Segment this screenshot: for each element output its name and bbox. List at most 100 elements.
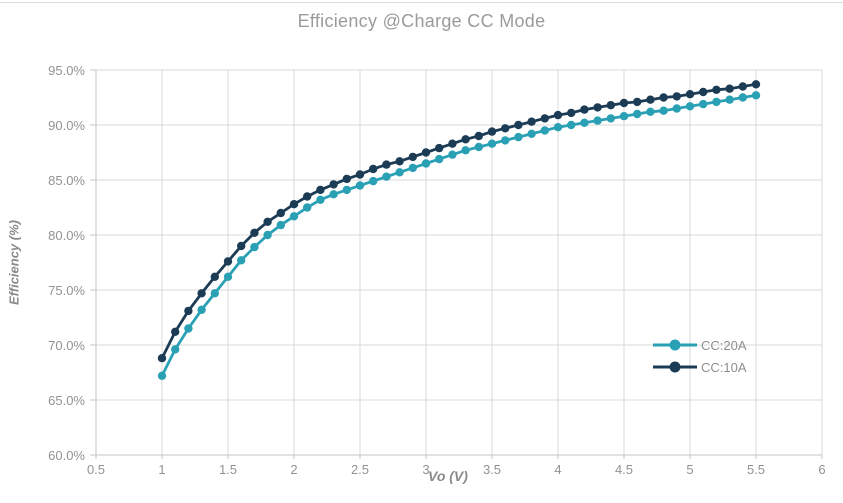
series-marker-cc:10a [527,117,536,126]
series-marker-cc:10a [487,127,497,136]
y-tick-label: 95.0% [48,63,85,78]
series-marker-cc:20a [672,104,681,113]
x-tick-label: 6 [818,462,825,477]
x-tick-label: 3 [422,462,429,477]
series-marker-cc:20a [501,136,510,145]
series-marker-cc:10a [303,192,312,201]
series-marker-cc:10a [712,85,721,95]
y-tick-label: 85.0% [48,173,85,188]
series-marker-cc:10a [501,124,510,133]
series-marker-cc:10a [197,289,206,298]
series-marker-cc:20a [276,220,285,230]
series-marker-cc:20a [514,132,523,142]
series-marker-cc:20a [646,107,655,117]
series-marker-cc:10a [725,84,734,93]
series-marker-cc:10a [435,143,444,153]
series-marker-cc:10a [448,139,457,148]
x-tick-label: 4.5 [615,462,633,477]
series-marker-cc:20a [303,203,312,212]
legend-swatch-cc10a-icon [653,361,697,373]
series-marker-cc:10a [421,148,431,157]
series-marker-cc:20a [223,272,233,281]
series-marker-cc:10a [316,185,325,195]
series-marker-cc:10a [157,354,167,363]
series-marker-cc:10a [369,164,378,174]
series-marker-cc:20a [157,371,167,380]
series-marker-cc:20a [659,106,668,115]
series-marker-cc:20a [580,118,589,128]
series-marker-cc:20a [751,91,761,100]
x-tick-label: 5 [686,462,693,477]
series-marker-cc:10a [355,170,365,179]
series-marker-cc:20a [725,95,734,104]
series-marker-cc:10a [619,98,629,108]
series-marker-cc:10a [382,160,391,169]
series-marker-cc:10a [237,241,246,251]
series-line-cc:10a [160,82,757,359]
y-tick-label: 90.0% [48,118,85,133]
series-marker-cc:10a [474,131,483,141]
y-tick-label: 75.0% [48,283,85,298]
series-marker-cc:20a [263,230,272,240]
series-marker-cc:10a [751,80,761,89]
x-tick-label: 3.5 [483,462,501,477]
series-marker-cc:10a [250,228,259,237]
series-marker-cc:20a [316,195,325,204]
legend-label-cc20a: CC:20A [701,337,747,353]
series-marker-cc:20a [289,212,299,221]
series-marker-cc:20a [250,242,259,252]
y-axis-title: Efficiency (%) [6,220,22,306]
series-marker-cc:10a [593,103,602,112]
series-marker-cc:20a [553,123,563,132]
series-marker-cc:10a [540,114,549,123]
series-marker-cc:20a [685,102,695,111]
series-marker-cc:20a [699,99,708,109]
x-tick-label: 5.5 [747,462,765,477]
series-marker-cc:10a [210,272,219,281]
legend: CC:20A CC:10A [652,334,747,378]
series-marker-cc:20a [448,150,457,159]
series-line-cc:20a [160,93,757,377]
series-marker-cc:20a [712,97,721,107]
series-marker-cc:10a [580,105,589,114]
series-marker-cc:10a [184,306,193,316]
series-marker-cc:10a [329,180,338,189]
series-marker-cc:10a [408,152,417,162]
x-tick-label: 2.5 [351,462,369,477]
series-marker-cc:10a [646,95,655,104]
window-top-rule [0,2,843,3]
series-marker-cc:10a [567,108,576,118]
x-tick-label: 2 [290,462,297,477]
series-marker-cc:20a [619,112,629,121]
legend-item-cc20a: CC:20A [652,334,747,356]
series-marker-cc:20a [461,146,470,155]
series-marker-cc:20a [606,114,615,123]
series-marker-cc:20a [382,172,391,181]
series-marker-cc:20a [342,185,351,195]
series-marker-cc:20a [184,324,193,333]
series-marker-cc:20a [527,129,536,138]
series-marker-cc:20a [355,181,365,190]
x-tick-label: 0.5 [87,462,105,477]
series-marker-cc:10a [659,93,668,102]
y-tick-label: 80.0% [48,228,85,243]
series-marker-cc:20a [171,345,180,354]
series-marker-cc:20a [487,139,497,148]
x-tick-label: 4 [554,462,561,477]
series-marker-cc:10a [606,101,615,110]
series-marker-cc:20a [593,116,602,125]
series-marker-cc:20a [395,168,404,177]
series-marker-cc:20a [197,305,206,314]
series-marker-cc:10a [633,97,642,107]
series-marker-cc:10a [289,200,299,209]
series-marker-cc:20a [435,154,444,164]
series-marker-cc:20a [408,163,417,173]
x-tick-label: 1.5 [219,462,237,477]
series-marker-cc:10a [553,110,563,120]
series-marker-cc:20a [474,142,483,152]
series-marker-cc:20a [738,93,747,102]
y-tick-label: 60.0% [48,448,85,463]
y-tick-label: 65.0% [48,393,85,408]
